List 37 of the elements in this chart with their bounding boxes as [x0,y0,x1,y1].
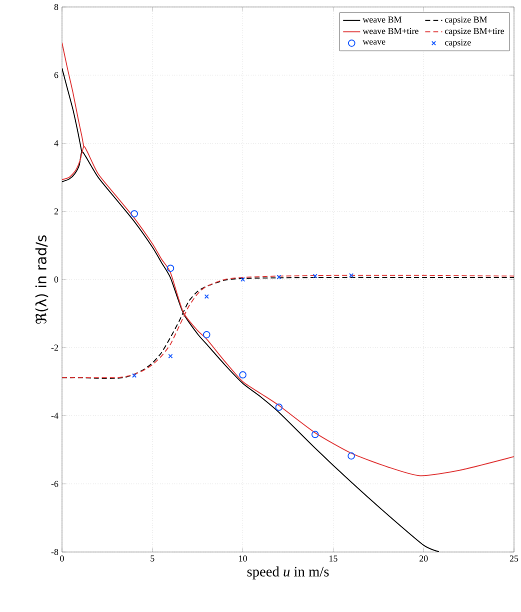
y-tick-label: -6 [51,480,58,487]
point [348,273,354,278]
y-tick-label: 0 [54,276,58,283]
legend-label: capsize BM [445,16,488,24]
x-tick-label: 15 [330,556,338,562]
y-tick-label: -8 [51,548,58,556]
legend-label: weave [362,40,386,45]
point [275,404,283,411]
y-tick-label: 6 [54,72,58,78]
x-tick-label: 0 [60,556,64,562]
legend-label: weave BM [362,16,402,23]
point [240,277,246,282]
legend-label: capsize [445,39,471,48]
y-axis-title: ℜ(λ) in rad/s [35,235,48,324]
legend-label: weave BM+tire [362,28,418,34]
point [239,371,246,379]
point [166,264,174,272]
point [168,354,173,358]
point [130,210,138,218]
y-tick-label: 4 [54,140,58,146]
point [348,452,355,460]
y-tick-label: 8 [54,4,58,10]
x-tick-label: 10 [239,556,247,562]
y-tick-label: -2 [51,344,58,351]
point [202,330,210,338]
x-axis-title: speed u in m/s [247,566,329,580]
x-tick-label: 25 [510,556,518,562]
x-tick-label: 5 [150,556,154,562]
x-tick-label: 20 [420,556,428,562]
y-tick-label: -4 [51,412,58,419]
point [312,274,318,278]
legend-label: capsize BM+tire [445,28,504,36]
point [204,294,209,299]
point [276,274,282,280]
y-tick-label: 2 [54,208,58,214]
point [132,373,137,378]
point [311,430,319,438]
